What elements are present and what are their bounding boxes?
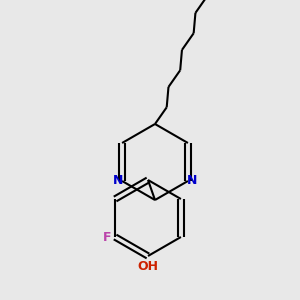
Text: N: N (113, 175, 123, 188)
Text: F: F (102, 230, 111, 244)
Text: N: N (187, 175, 197, 188)
Text: OH: OH (137, 260, 158, 273)
